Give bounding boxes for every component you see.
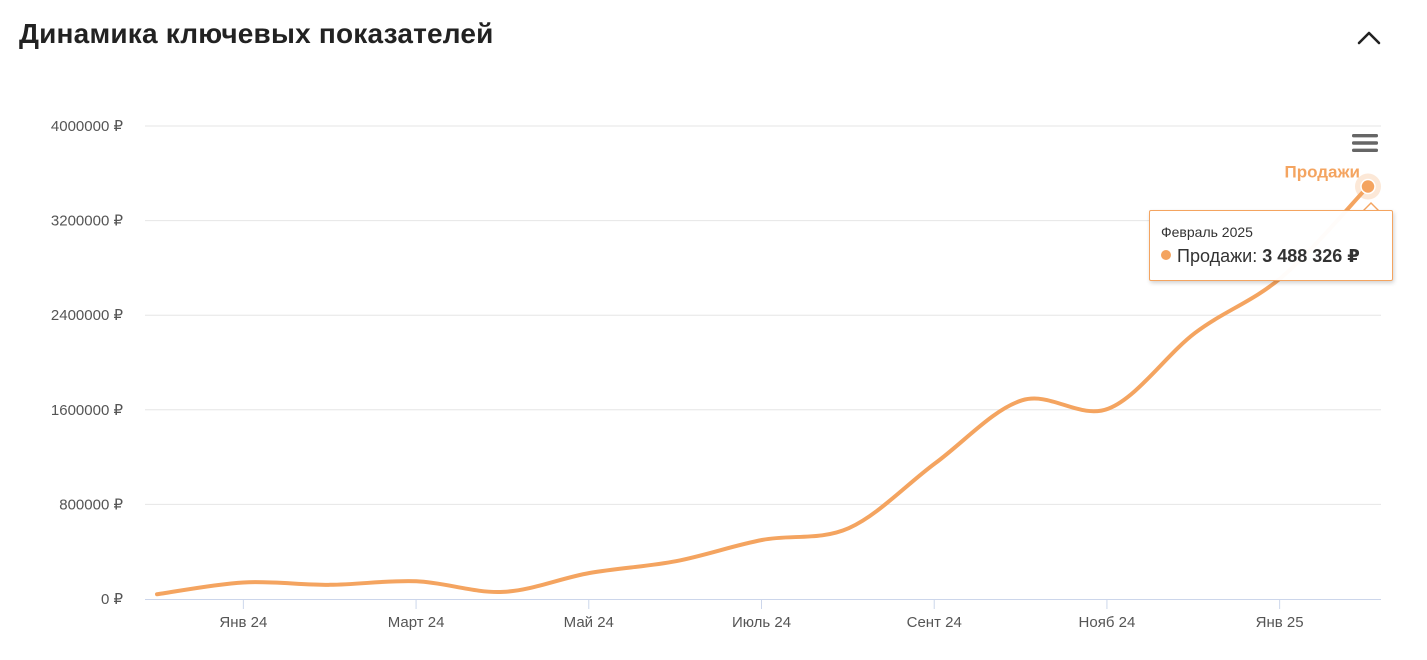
tooltip-date: Февраль 2025 bbox=[1161, 224, 1253, 240]
series-end-label: Продажи bbox=[1284, 163, 1360, 182]
y-tick-label: 4000000 ₽ bbox=[51, 118, 124, 135]
x-tick-label: Сент 24 bbox=[907, 614, 962, 631]
collapse-button[interactable] bbox=[1350, 20, 1388, 56]
tooltip-row: Продажи: 3 488 326 ₽ bbox=[1161, 246, 1382, 266]
tooltip-series-dot bbox=[1161, 250, 1171, 260]
chart-tooltip: Февраль 2025 Продажи: 3 488 326 ₽ bbox=[1149, 210, 1393, 281]
data-point-highlighted bbox=[1360, 178, 1376, 195]
tooltip-arrow-fill bbox=[1363, 204, 1379, 212]
x-tick-label: Май 24 bbox=[564, 614, 614, 631]
tooltip-separator: : bbox=[1252, 246, 1258, 266]
x-tick-label: Нояб 24 bbox=[1079, 614, 1136, 631]
chevron-up-icon bbox=[1357, 31, 1381, 45]
y-tick-label: 3200000 ₽ bbox=[51, 213, 124, 230]
y-tick-label: 2400000 ₽ bbox=[51, 307, 124, 324]
tooltip-value: 3 488 326 ₽ bbox=[1262, 246, 1360, 266]
x-tick-label: Март 24 bbox=[388, 614, 445, 631]
y-tick-label: 1600000 ₽ bbox=[51, 402, 124, 419]
x-tick-label: Июль 24 bbox=[732, 614, 791, 631]
series-line-sales bbox=[155, 184, 1370, 597]
tooltip-series-name: Продажи bbox=[1177, 246, 1253, 266]
chart-menu-button[interactable] bbox=[1348, 128, 1382, 158]
page-title: Динамика ключевых показателей bbox=[19, 18, 494, 49]
x-tick-label: Янв 25 bbox=[1256, 614, 1304, 631]
hamburger-menu-icon bbox=[1352, 134, 1378, 152]
x-tick-label: Янв 24 bbox=[219, 614, 267, 631]
y-tick-label: 0 ₽ bbox=[101, 591, 124, 608]
y-tick-label: 800000 ₽ bbox=[59, 496, 123, 513]
